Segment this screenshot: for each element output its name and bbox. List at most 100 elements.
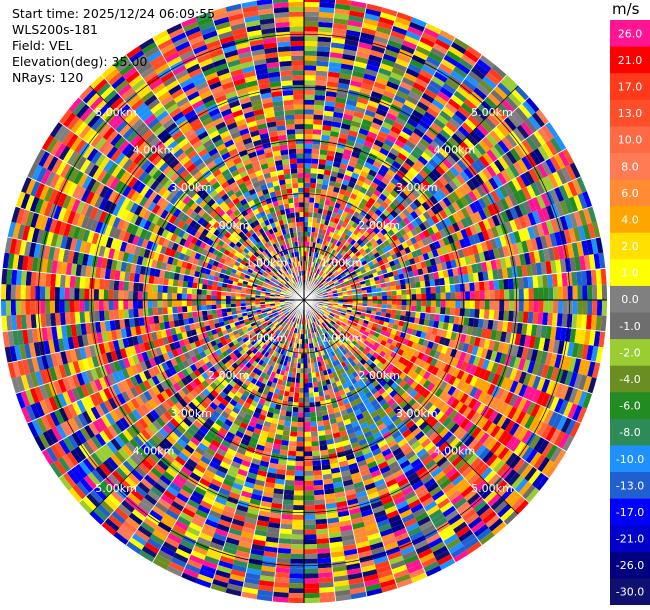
velocity-cell xyxy=(475,242,484,254)
velocity-cell xyxy=(388,76,402,86)
velocity-cell xyxy=(267,391,274,398)
velocity-cell xyxy=(337,510,350,518)
velocity-cell xyxy=(405,450,417,460)
velocity-cell xyxy=(499,197,510,211)
velocity-cell xyxy=(414,225,423,235)
velocity-cell xyxy=(159,413,170,425)
velocity-cell xyxy=(309,353,314,359)
velocity-cell xyxy=(330,467,341,474)
velocity-cell xyxy=(308,266,312,272)
velocity-cell xyxy=(398,273,405,280)
velocity-cell xyxy=(362,244,369,251)
velocity-cell xyxy=(330,126,341,133)
velocity-cell xyxy=(376,291,383,297)
velocity-cell xyxy=(263,420,272,428)
velocity-cell xyxy=(339,465,350,473)
velocity-cell xyxy=(392,469,405,479)
velocity-cell xyxy=(389,518,404,529)
velocity-cell xyxy=(429,334,437,343)
velocity-cell xyxy=(319,329,324,335)
velocity-cell xyxy=(367,300,373,304)
velocity-cell xyxy=(366,270,373,276)
velocity-cell xyxy=(310,168,318,174)
velocity-cell xyxy=(374,478,386,488)
velocity-cell xyxy=(533,300,539,313)
velocity-cell xyxy=(410,219,419,229)
velocity-cell xyxy=(333,315,339,320)
velocity-cell xyxy=(266,531,280,539)
velocity-cell xyxy=(501,267,509,280)
velocity-cell xyxy=(478,281,485,291)
velocity-cell xyxy=(378,523,392,533)
velocity-cell xyxy=(473,62,489,76)
velocity-cell xyxy=(277,318,283,323)
velocity-cell xyxy=(220,439,231,449)
velocity-cell xyxy=(491,226,500,239)
velocity-cell xyxy=(333,343,339,350)
velocity-cell xyxy=(335,265,341,271)
velocity-cell xyxy=(338,167,347,175)
velocity-cell xyxy=(365,63,380,73)
velocity-cell xyxy=(564,370,574,387)
velocity-cell xyxy=(325,240,330,247)
velocity-cell xyxy=(582,285,588,300)
velocity-cell xyxy=(383,418,394,428)
velocity-cell xyxy=(256,402,264,410)
velocity-cell xyxy=(322,280,327,285)
velocity-cell xyxy=(343,148,353,156)
velocity-cell xyxy=(434,256,441,265)
velocity-cell xyxy=(287,346,292,352)
velocity-cell xyxy=(598,252,606,269)
velocity-cell xyxy=(296,328,300,334)
velocity-cell xyxy=(174,455,187,467)
velocity-cell xyxy=(320,405,328,412)
velocity-cell xyxy=(266,353,273,360)
velocity-cell xyxy=(433,136,445,148)
velocity-cell xyxy=(309,241,314,247)
velocity-cell xyxy=(463,98,478,112)
velocity-cell xyxy=(566,342,575,357)
velocity-cell xyxy=(186,498,200,510)
velocity-cell xyxy=(445,169,456,181)
velocity-cell xyxy=(171,477,185,489)
velocity-cell xyxy=(213,452,225,462)
velocity-cell xyxy=(528,251,536,265)
velocity-cell xyxy=(387,439,398,449)
velocity-cell xyxy=(253,326,259,332)
velocity-cell xyxy=(386,266,393,273)
velocity-cell xyxy=(342,543,357,551)
velocity-cell xyxy=(411,414,422,424)
velocity-cell xyxy=(353,141,364,150)
velocity-cell xyxy=(587,222,596,240)
velocity-cell xyxy=(68,487,83,503)
velocity-cell xyxy=(430,300,436,307)
velocity-cell xyxy=(513,395,523,409)
velocity-cell xyxy=(254,329,261,335)
velocity-cell xyxy=(509,380,519,394)
velocity-cell xyxy=(171,404,181,415)
velocity-cell xyxy=(304,339,307,344)
velocity-cell xyxy=(335,321,341,326)
velocity-cell xyxy=(252,539,266,547)
velocity-cell xyxy=(290,316,295,322)
velocity-cell xyxy=(582,392,593,409)
velocity-cell xyxy=(252,395,261,403)
velocity-cell xyxy=(430,541,446,553)
velocity-cell xyxy=(309,197,315,203)
velocity-cell xyxy=(415,123,428,134)
velocity-cell xyxy=(183,430,194,441)
velocity-cell xyxy=(151,505,166,518)
velocity-cell xyxy=(442,354,450,364)
velocity-cell xyxy=(359,559,375,568)
velocity-cell xyxy=(431,420,443,432)
velocity-cell xyxy=(467,397,478,410)
velocity-cell xyxy=(352,228,360,236)
velocity-cell xyxy=(361,290,368,294)
velocity-cell xyxy=(419,312,426,320)
velocity-cell xyxy=(326,438,335,445)
velocity-cell xyxy=(195,353,203,362)
velocity-cell xyxy=(322,478,334,485)
velocity-cell xyxy=(176,515,191,527)
velocity-cell xyxy=(499,300,505,311)
velocity-cell xyxy=(304,45,318,52)
